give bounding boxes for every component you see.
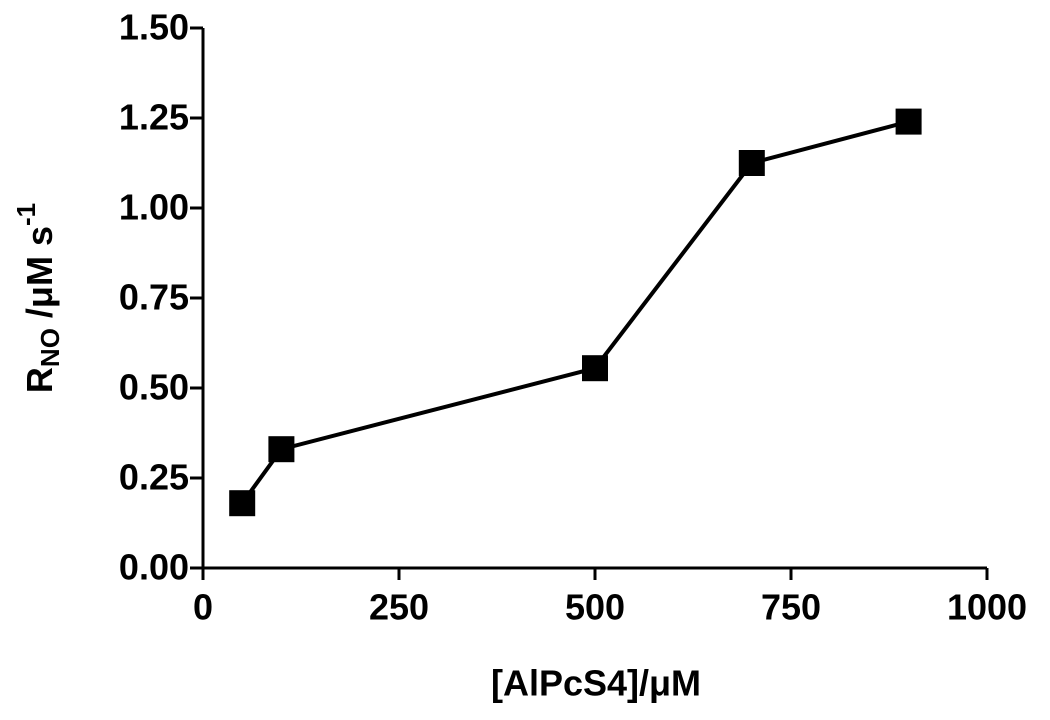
x-tick-label: 500 <box>565 587 625 628</box>
data-point <box>738 150 765 176</box>
x-axis-label: [AlPcS4]/μM <box>491 663 701 704</box>
x-tick-label: 750 <box>761 587 821 628</box>
x-tick-label: 1000 <box>947 587 1027 628</box>
x-tick-label: 250 <box>369 587 429 628</box>
y-label-unit: /μM s <box>19 226 60 328</box>
data-point <box>229 490 256 517</box>
y-tick-label: 0.50 <box>119 367 189 408</box>
data-point <box>268 436 295 463</box>
y-label-sup: -1 <box>11 203 41 226</box>
x-tick-label: 0 <box>193 587 213 628</box>
y-label-sub: NO <box>35 328 65 367</box>
y-tick-label: 0.25 <box>119 457 189 498</box>
data-point <box>582 355 608 382</box>
data-point <box>895 108 922 135</box>
y-tick-label: 1.50 <box>119 7 189 48</box>
y-axis-label: RNO /μM s-1 <box>11 203 65 393</box>
y-tick-label: 1.25 <box>119 97 189 138</box>
y-tick-label: 0.75 <box>119 277 189 318</box>
data-line <box>240 119 910 505</box>
y-tick-label: 1.00 <box>119 187 189 228</box>
y-tick-label: 0.00 <box>119 547 189 588</box>
y-label-main: R <box>19 367 60 393</box>
